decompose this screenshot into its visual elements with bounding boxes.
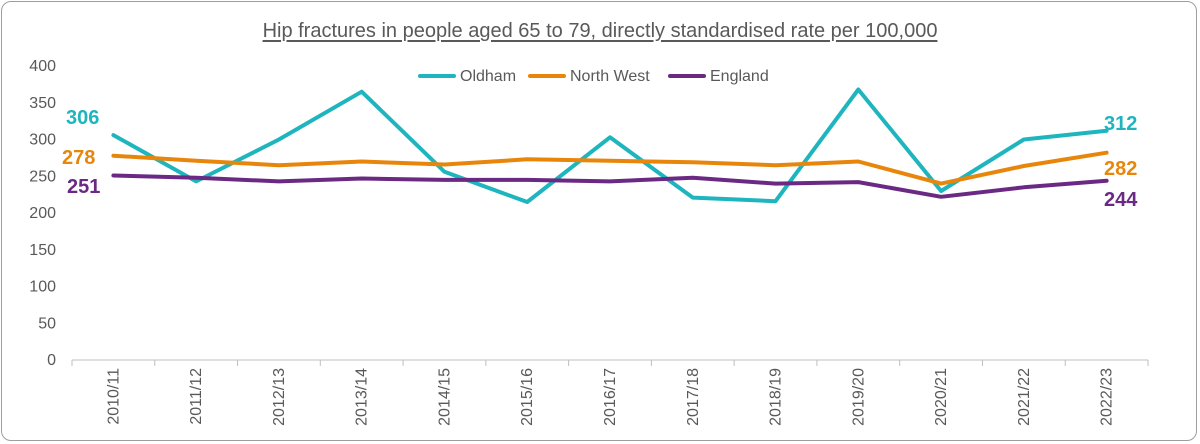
legend: Oldham North West England: [418, 68, 769, 85]
series-lines: [111, 87, 1109, 204]
end-value-label-england: 244: [1104, 189, 1138, 211]
y-tick-label: 200: [29, 205, 56, 222]
axes: 0 50 100 150 200 250 300 350 400 2010/11 2011/12 20…: [29, 58, 1149, 426]
x-tick-label: 2010/11: [105, 368, 122, 425]
end-value-label-oldham: 312: [1104, 113, 1137, 135]
x-tick-label: 2018/19: [768, 368, 785, 426]
y-tick-label: 0: [47, 352, 56, 369]
x-tick-label: 2013/14: [354, 368, 371, 426]
y-tick-label: 50: [38, 315, 56, 332]
series-line-oldham: [111, 87, 1109, 204]
x-tick-label: 2012/13: [271, 368, 288, 426]
x-tick-label: 2015/16: [519, 368, 536, 426]
start-value-label-north-west: 278: [62, 147, 95, 169]
x-tick-label: 2016/17: [602, 368, 619, 426]
y-tick-label: 250: [29, 168, 56, 185]
x-tick-label: 2020/21: [933, 368, 950, 426]
end-value-label-north-west: 282: [1104, 158, 1137, 180]
x-tick-label: 2011/12: [188, 368, 205, 425]
y-tick-label: 350: [29, 95, 56, 112]
series-line-north-west: [111, 150, 1109, 186]
legend-label-north-west: North West: [570, 68, 650, 85]
x-tick-label: 2022/23: [1099, 368, 1116, 426]
legend-label-england: England: [710, 68, 769, 85]
x-tick-label: 2017/18: [685, 368, 702, 426]
x-tick-label: 2014/15: [436, 368, 453, 426]
series-line-england: [111, 173, 1109, 199]
start-value-label-england: 251: [67, 176, 100, 198]
y-tick-label: 400: [29, 58, 56, 75]
start-value-label-oldham: 306: [66, 107, 99, 129]
chart-title: Hip fractures in people aged 65 to 79, d…: [262, 20, 938, 42]
y-tick-label: 150: [29, 242, 56, 259]
x-tick-label: 2019/20: [850, 368, 867, 426]
y-tick-label: 100: [29, 279, 56, 296]
end-labels: 306 312 278 282 251 244: [62, 107, 1138, 211]
y-tick-label: 300: [29, 132, 56, 149]
legend-label-oldham: Oldham: [460, 68, 516, 85]
x-tick-label: 2021/22: [1016, 368, 1033, 426]
